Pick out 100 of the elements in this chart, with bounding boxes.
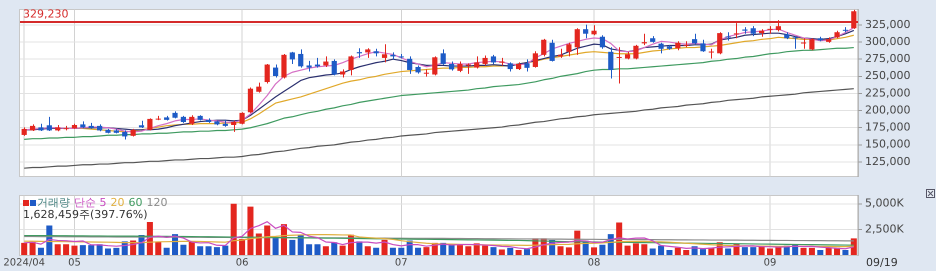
bar [239, 239, 246, 255]
x-tick-label: 2024/04 [3, 258, 45, 269]
text: 60 [128, 196, 142, 209]
candlestick [440, 48, 446, 66]
candlestick [298, 48, 304, 68]
bar [415, 248, 422, 255]
bar [524, 249, 530, 255]
bar [306, 244, 312, 255]
bar [356, 241, 362, 255]
bar [390, 248, 396, 255]
y-tick-label: 225,000 [865, 86, 910, 100]
bar [507, 248, 514, 255]
bar [817, 250, 824, 255]
candlestick [382, 44, 388, 63]
bar [272, 236, 279, 255]
candlestick [558, 48, 564, 58]
bar [516, 250, 522, 255]
bar [750, 247, 756, 255]
bar [423, 247, 430, 255]
bar [230, 204, 237, 255]
candlestick [508, 62, 513, 72]
bar [214, 247, 220, 255]
text: 120 [146, 196, 168, 209]
y-tick-label: 300,000 [865, 34, 910, 48]
candlestick [482, 54, 488, 66]
candlestick [457, 61, 463, 73]
candlestick [314, 57, 320, 68]
candlestick [583, 24, 588, 39]
bar [340, 246, 346, 255]
candlestick [466, 62, 471, 74]
candlestick [264, 63, 270, 84]
candlestick [432, 56, 438, 76]
bar [314, 244, 321, 255]
bar [247, 206, 254, 255]
candlestick [290, 51, 295, 64]
candlestick [256, 82, 262, 94]
candlestick [306, 60, 312, 72]
bar [826, 248, 832, 255]
candlestick [365, 48, 370, 58]
x-tick-label: 08 [588, 258, 600, 269]
candlestick [700, 39, 706, 52]
bar [800, 248, 807, 255]
text: 20 [110, 196, 124, 209]
bar [289, 240, 296, 255]
candlestick [189, 114, 194, 126]
candlestick [809, 38, 815, 51]
candlestick [717, 32, 722, 55]
candlestick [490, 54, 496, 64]
bar [557, 246, 564, 255]
y-tick-label: 125,000 [865, 154, 910, 168]
bar [54, 244, 61, 255]
bar [566, 247, 572, 255]
candlestick [332, 58, 337, 76]
candlestick [642, 33, 647, 46]
bar [180, 244, 186, 255]
y-tick-label: 150,000 [865, 138, 910, 151]
y-tick-label: 2,500K [865, 222, 904, 236]
bar [155, 242, 162, 255]
bar [650, 248, 656, 255]
bar [30, 242, 36, 255]
y-tick-label: 175,000 [865, 120, 910, 134]
x-tick-label: 07 [394, 258, 408, 269]
text: 09/19 [866, 256, 898, 269]
candlestick [248, 87, 254, 114]
bar [63, 244, 70, 255]
bar [742, 247, 748, 255]
candlestick [532, 50, 538, 68]
candlestick [600, 34, 606, 50]
bar [448, 245, 455, 255]
bar [465, 246, 472, 255]
candlestick [675, 40, 680, 51]
candlestick [272, 64, 278, 78]
y-tick-label: 250,000 [865, 69, 910, 82]
candlestick [574, 28, 580, 56]
ref-line-label: 329,230 [23, 7, 68, 20]
y-tick-label: 275,000 [865, 52, 910, 66]
bar [498, 249, 505, 255]
candlestick [776, 20, 781, 32]
candlestick [800, 38, 806, 50]
x-tick-label: 05 [68, 258, 81, 269]
bar [80, 245, 86, 255]
bar [766, 248, 774, 255]
bar [88, 245, 94, 255]
bar [96, 244, 103, 255]
y-tick-label: 200,000 [865, 103, 910, 116]
bar [674, 248, 681, 255]
bar [683, 250, 690, 255]
bar [38, 248, 44, 255]
bar [206, 246, 212, 255]
bar [658, 246, 664, 255]
bar [599, 244, 606, 255]
bar [842, 250, 848, 255]
candlestick [356, 48, 362, 58]
candlestick [541, 38, 546, 57]
bar [398, 248, 404, 255]
bar [725, 248, 732, 255]
bar [808, 248, 815, 255]
candlestick [708, 48, 714, 60]
bar [197, 246, 204, 255]
candlestick [407, 56, 412, 74]
